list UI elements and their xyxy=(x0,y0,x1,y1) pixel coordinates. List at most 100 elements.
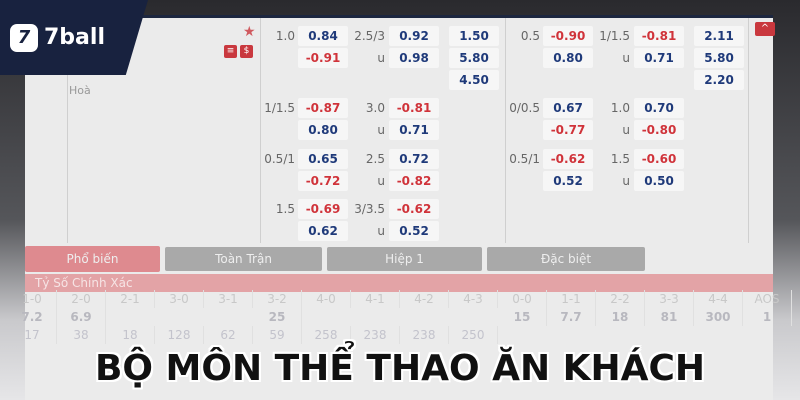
score-row: 1-0 2-0 2-1 3-0 3-1 3-2 4-0 4-1 4-2 4-3 0-0 1-1 2-2 3… xyxy=(0,290,800,308)
total-odds[interactable]: -0.60 xyxy=(634,149,684,169)
total-line: 1.5 xyxy=(610,152,630,166)
handicap-odds[interactable]: -0.62 xyxy=(543,149,593,169)
score-header: 0-0 xyxy=(498,290,547,308)
under-label: u xyxy=(377,174,385,188)
handicap-odds[interactable]: -0.72 xyxy=(298,171,348,191)
total-odds[interactable]: 0.52 xyxy=(389,221,439,241)
score-odds[interactable]: 238 xyxy=(351,326,400,344)
handicap-odds[interactable]: 0.84 xyxy=(298,26,348,46)
handicap-odds[interactable]: -0.87 xyxy=(298,98,348,118)
score-odds[interactable]: 6.9 xyxy=(57,308,106,326)
dollar-icon[interactable]: $ xyxy=(240,45,253,58)
handicap-line: 0.5/1 xyxy=(264,152,295,166)
score-odds[interactable]: 17 xyxy=(8,326,57,344)
tab-pho-bien[interactable]: Phổ biến xyxy=(25,246,160,272)
divider xyxy=(260,18,261,243)
score-odds[interactable]: 59 xyxy=(253,326,302,344)
total-line: 1.0 xyxy=(610,101,630,115)
score-header: 2-1 xyxy=(106,290,155,308)
handicap-odds[interactable]: 0.65 xyxy=(298,149,348,169)
total-odds[interactable]: 0.71 xyxy=(634,48,684,68)
total-odds[interactable]: 0.72 xyxy=(389,149,439,169)
score-odds[interactable]: 15 xyxy=(498,308,547,326)
score-odds[interactable]: 238 xyxy=(400,326,449,344)
handicap-odds[interactable]: 0.80 xyxy=(543,48,593,68)
total-odds[interactable]: 0.70 xyxy=(634,98,684,118)
total-odds[interactable]: 0.98 xyxy=(389,48,439,68)
score-odds[interactable]: 38 xyxy=(57,326,106,344)
score-odds[interactable]: 18 xyxy=(106,326,155,344)
odds-panel: ★ ≡ $ Hoà 1.0 0.84 -0.91 2.5/3 u 0.92 0.98 1.50… xyxy=(25,15,775,400)
under-label: u xyxy=(377,224,385,238)
total-odds[interactable]: 0.92 xyxy=(389,26,439,46)
tab-dac-biet[interactable]: Đặc biệt xyxy=(487,247,645,271)
handicap-line: 1/1.5 xyxy=(264,101,295,115)
score-row: 7.2 6.9 25 15 7.7 18 81 300 1 xyxy=(0,308,800,326)
under-label: u xyxy=(622,174,630,188)
total-line: 1/1.5 xyxy=(599,29,630,43)
total-odds[interactable]: 0.71 xyxy=(389,120,439,140)
handicap-odds[interactable]: -0.91 xyxy=(298,48,348,68)
handicap-odds[interactable]: -0.77 xyxy=(543,120,593,140)
under-label: u xyxy=(622,123,630,137)
collapse-button[interactable]: ^ xyxy=(755,22,775,36)
under-label: u xyxy=(377,51,385,65)
score-odds[interactable]: 7.2 xyxy=(8,308,57,326)
handicap-odds[interactable]: -0.69 xyxy=(298,199,348,219)
total-odds[interactable]: -0.82 xyxy=(389,171,439,191)
total-line: 2.5/3 xyxy=(354,29,385,43)
total-odds[interactable]: -0.80 xyxy=(634,120,684,140)
score-odds[interactable]: 7.7 xyxy=(547,308,596,326)
score-odds[interactable]: 258 xyxy=(302,326,351,344)
total-line: 3.0 xyxy=(365,101,385,115)
stats-icon[interactable]: ≡ xyxy=(224,45,237,58)
score-odds[interactable]: 128 xyxy=(155,326,204,344)
handicap-odds[interactable]: 0.52 xyxy=(543,171,593,191)
total-line: 3/3.5 xyxy=(354,202,385,216)
score-header: 4-2 xyxy=(400,290,449,308)
score-header: 4-0 xyxy=(302,290,351,308)
star-icon[interactable]: ★ xyxy=(243,24,256,40)
1x2-odds[interactable]: 4.50 xyxy=(449,70,499,90)
1x2-odds[interactable]: 2.11 xyxy=(694,26,744,46)
score-odds[interactable]: 81 xyxy=(645,308,694,326)
under-label: u xyxy=(377,123,385,137)
handicap-line: 1.0 xyxy=(275,29,295,43)
score-row: 17 38 18 128 62 59 258 238 238 250 xyxy=(0,326,800,344)
total-odds[interactable]: -0.81 xyxy=(389,98,439,118)
correct-score-table: 1-0 2-0 2-1 3-0 3-1 3-2 4-0 4-1 4-2 4-3 0-0 1-1 2-2 3… xyxy=(0,290,800,344)
total-odds[interactable]: -0.81 xyxy=(634,26,684,46)
draw-label: Hoà xyxy=(69,84,91,97)
handicap-odds[interactable]: 0.62 xyxy=(298,221,348,241)
total-odds[interactable]: 0.50 xyxy=(634,171,684,191)
1x2-odds[interactable]: 5.80 xyxy=(449,48,499,68)
score-header: 3-0 xyxy=(155,290,204,308)
score-header: 3-2 xyxy=(253,290,302,308)
tab-hiep-1[interactable]: Hiệp 1 xyxy=(327,247,482,271)
score-odds[interactable]: 250 xyxy=(449,326,498,344)
score-header: 2-2 xyxy=(596,290,645,308)
handicap-odds[interactable]: 0.80 xyxy=(298,120,348,140)
score-header: 3-1 xyxy=(204,290,253,308)
handicap-odds[interactable]: -0.90 xyxy=(543,26,593,46)
1x2-odds[interactable]: 1.50 xyxy=(449,26,499,46)
brand-logo: 7 7ball xyxy=(0,0,148,75)
score-odds[interactable]: 300 xyxy=(694,308,743,326)
tab-toan-tran[interactable]: Toàn Trận xyxy=(165,247,322,271)
handicap-line: 0.5/1 xyxy=(509,152,540,166)
score-header: 2-0 xyxy=(57,290,106,308)
score-header: 4-1 xyxy=(351,290,400,308)
handicap-odds[interactable]: 0.67 xyxy=(543,98,593,118)
brand-name: 7ball xyxy=(44,25,105,50)
section-header: Tỷ Số Chính Xác xyxy=(25,274,773,292)
handicap-line: 0/0.5 xyxy=(509,101,540,115)
total-odds[interactable]: -0.62 xyxy=(389,199,439,219)
score-header: 4-4 xyxy=(694,290,743,308)
score-odds[interactable]: 62 xyxy=(204,326,253,344)
divider xyxy=(748,18,749,243)
score-odds[interactable]: 25 xyxy=(253,308,302,326)
score-odds[interactable]: 18 xyxy=(596,308,645,326)
score-odds[interactable]: 1 xyxy=(743,308,792,326)
1x2-odds[interactable]: 5.80 xyxy=(694,48,744,68)
1x2-odds[interactable]: 2.20 xyxy=(694,70,744,90)
